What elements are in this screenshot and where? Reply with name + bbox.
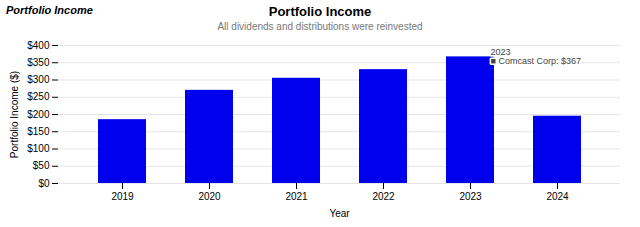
svg-text:$350: $350 [27, 57, 50, 68]
svg-text:$250: $250 [27, 91, 50, 102]
svg-text:2023: 2023 [459, 191, 482, 202]
svg-text:2019: 2019 [111, 191, 134, 202]
svg-text:$50: $50 [33, 160, 50, 171]
svg-text:$150: $150 [27, 126, 50, 137]
html-text:All dividends and distribution: All dividends and distributions were rei… [217, 21, 423, 32]
svg-text:$300: $300 [27, 74, 50, 85]
svg-text:2020: 2020 [198, 191, 221, 202]
svg-text:$100: $100 [27, 143, 50, 154]
svg-text:2023■ Comcast Corp: $367: 2023■ Comcast Corp: $367 [491, 47, 581, 66]
svg-text:2024: 2024 [546, 191, 569, 202]
svg-text:2021: 2021 [285, 191, 308, 202]
svg-text:$200: $200 [27, 109, 50, 120]
svg-text:2022: 2022 [372, 191, 395, 202]
svg-text:Portfolio Income ($): Portfolio Income ($) [9, 71, 20, 158]
svg-text:Year: Year [329, 208, 350, 219]
html-text:Portfolio Income: Portfolio Income [6, 4, 93, 16]
svg-text:$0: $0 [38, 178, 50, 189]
svg-text:$400: $400 [27, 40, 50, 51]
html-text:Portfolio Income: Portfolio Income [268, 4, 372, 19]
